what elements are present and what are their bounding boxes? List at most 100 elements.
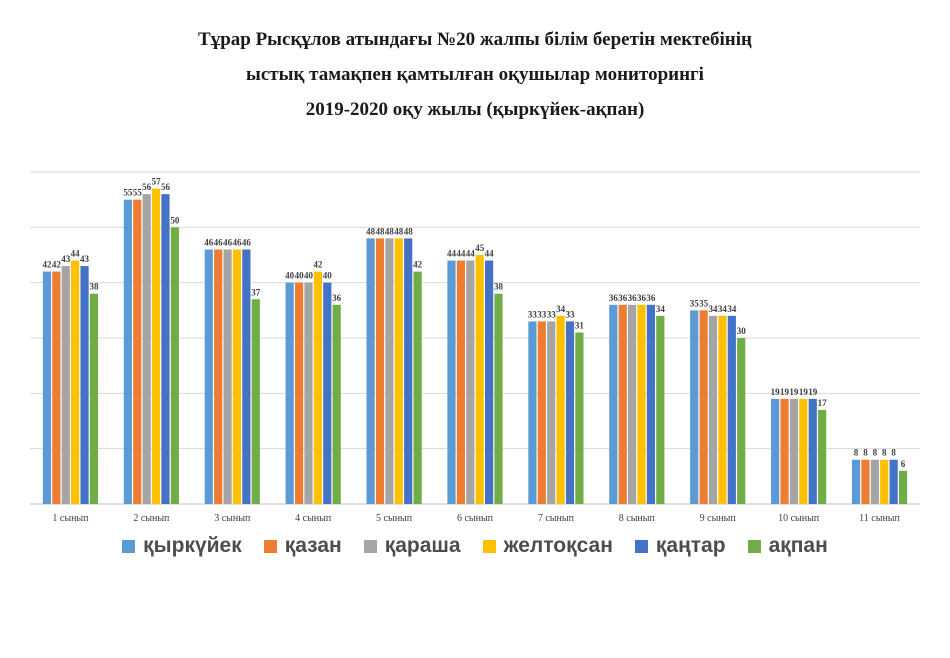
data-label: 50 bbox=[170, 215, 180, 225]
bar bbox=[204, 249, 213, 504]
x-tick-label: 1 сынып bbox=[52, 513, 89, 524]
data-label: 33 bbox=[547, 309, 557, 319]
data-label: 42 bbox=[42, 260, 52, 270]
data-label: 40 bbox=[304, 271, 314, 281]
data-label: 17 bbox=[818, 398, 828, 408]
data-label: 42 bbox=[413, 260, 423, 270]
bar bbox=[699, 310, 708, 504]
chart-title-line-1: Тұрар Рысқұлов атындағы №20 жалпы білім … bbox=[198, 29, 752, 50]
bar bbox=[547, 321, 556, 504]
data-label: 35 bbox=[699, 298, 709, 308]
data-label: 40 bbox=[285, 271, 295, 281]
legend-item: желтоқсан bbox=[482, 534, 613, 558]
data-label: 37 bbox=[251, 287, 261, 297]
bar bbox=[142, 194, 151, 504]
data-label: 36 bbox=[609, 293, 619, 303]
data-label: 46 bbox=[242, 237, 252, 247]
legend-swatch bbox=[747, 539, 761, 553]
bar bbox=[880, 459, 889, 504]
legend-item: қазан bbox=[263, 534, 342, 558]
data-label: 6 bbox=[901, 459, 906, 469]
data-label: 38 bbox=[494, 282, 504, 292]
bar bbox=[285, 282, 294, 504]
legend-label: қаңтар bbox=[655, 534, 726, 557]
bar bbox=[447, 260, 456, 504]
bar bbox=[42, 271, 52, 504]
data-label: 48 bbox=[366, 226, 376, 236]
x-tick-label: 8 сынып bbox=[619, 513, 656, 524]
data-label: 19 bbox=[789, 387, 799, 397]
legend-label: қараша bbox=[384, 534, 461, 557]
legend-swatch bbox=[634, 539, 648, 553]
data-label: 56 bbox=[161, 182, 171, 192]
data-label: 19 bbox=[780, 387, 790, 397]
data-label: 36 bbox=[646, 293, 656, 303]
data-label: 56 bbox=[142, 182, 152, 192]
legend-label: қыркүйек bbox=[143, 534, 242, 557]
bar bbox=[242, 249, 251, 504]
bar bbox=[898, 470, 908, 504]
legend-swatch bbox=[263, 539, 277, 553]
data-label: 19 bbox=[771, 387, 781, 397]
data-label: 44 bbox=[466, 249, 476, 259]
bar bbox=[718, 315, 727, 504]
bar bbox=[251, 299, 260, 504]
bar bbox=[780, 398, 789, 504]
x-tick-label: 10 сынып bbox=[778, 513, 820, 524]
bar bbox=[52, 271, 61, 504]
data-label: 30 bbox=[737, 326, 747, 336]
bar bbox=[151, 188, 161, 504]
data-label: 48 bbox=[375, 226, 385, 236]
bar bbox=[646, 304, 656, 504]
bar bbox=[223, 249, 232, 504]
x-tick-label: 7 сынып bbox=[538, 513, 575, 524]
bar bbox=[889, 459, 898, 504]
bar bbox=[232, 249, 242, 504]
x-tick-label: 9 сынып bbox=[700, 513, 737, 524]
chart-legend: қыркүйек қазан қараша желтоқсан қаңтар ақпан bbox=[0, 534, 950, 558]
data-label: 35 bbox=[690, 298, 700, 308]
bar bbox=[123, 199, 132, 504]
chart-title-line-3: 2019-2020 оқу жылы (қыркүйек-ақпан) bbox=[305, 99, 645, 120]
data-label: 40 bbox=[323, 271, 333, 281]
bar bbox=[413, 271, 422, 504]
data-label: 31 bbox=[575, 320, 585, 330]
bar bbox=[80, 266, 89, 504]
bar bbox=[485, 260, 494, 504]
data-label: 48 bbox=[385, 226, 395, 236]
data-label: 55 bbox=[123, 188, 133, 198]
bar bbox=[861, 459, 870, 504]
data-label: 33 bbox=[537, 309, 547, 319]
data-label: 33 bbox=[528, 309, 538, 319]
legend-item: қыркүйек bbox=[122, 534, 242, 558]
bar bbox=[475, 255, 484, 504]
bar bbox=[89, 293, 99, 504]
bar bbox=[161, 194, 170, 504]
legend-swatch bbox=[482, 539, 496, 553]
x-tick-label: 3 сынып bbox=[214, 513, 251, 524]
bar bbox=[656, 315, 665, 504]
data-label: 42 bbox=[52, 260, 62, 270]
bar bbox=[708, 315, 718, 504]
bar bbox=[71, 260, 80, 504]
data-label: 44 bbox=[456, 249, 466, 259]
bar bbox=[628, 304, 637, 504]
bar bbox=[385, 238, 394, 504]
data-label: 34 bbox=[718, 304, 728, 314]
bar bbox=[170, 227, 179, 505]
data-label: 44 bbox=[447, 249, 457, 259]
legend-label: ақпан bbox=[768, 534, 828, 557]
data-label: 40 bbox=[295, 271, 305, 281]
data-label: 36 bbox=[618, 293, 628, 303]
bar bbox=[404, 238, 413, 504]
bar bbox=[771, 398, 780, 504]
bar bbox=[799, 398, 808, 504]
bar bbox=[375, 238, 385, 504]
bar bbox=[737, 338, 746, 504]
data-label: 55 bbox=[133, 188, 143, 198]
bar bbox=[366, 238, 375, 504]
legend-item: қаңтар bbox=[634, 534, 726, 558]
data-label: 38 bbox=[89, 282, 99, 292]
data-label: 43 bbox=[61, 254, 71, 264]
